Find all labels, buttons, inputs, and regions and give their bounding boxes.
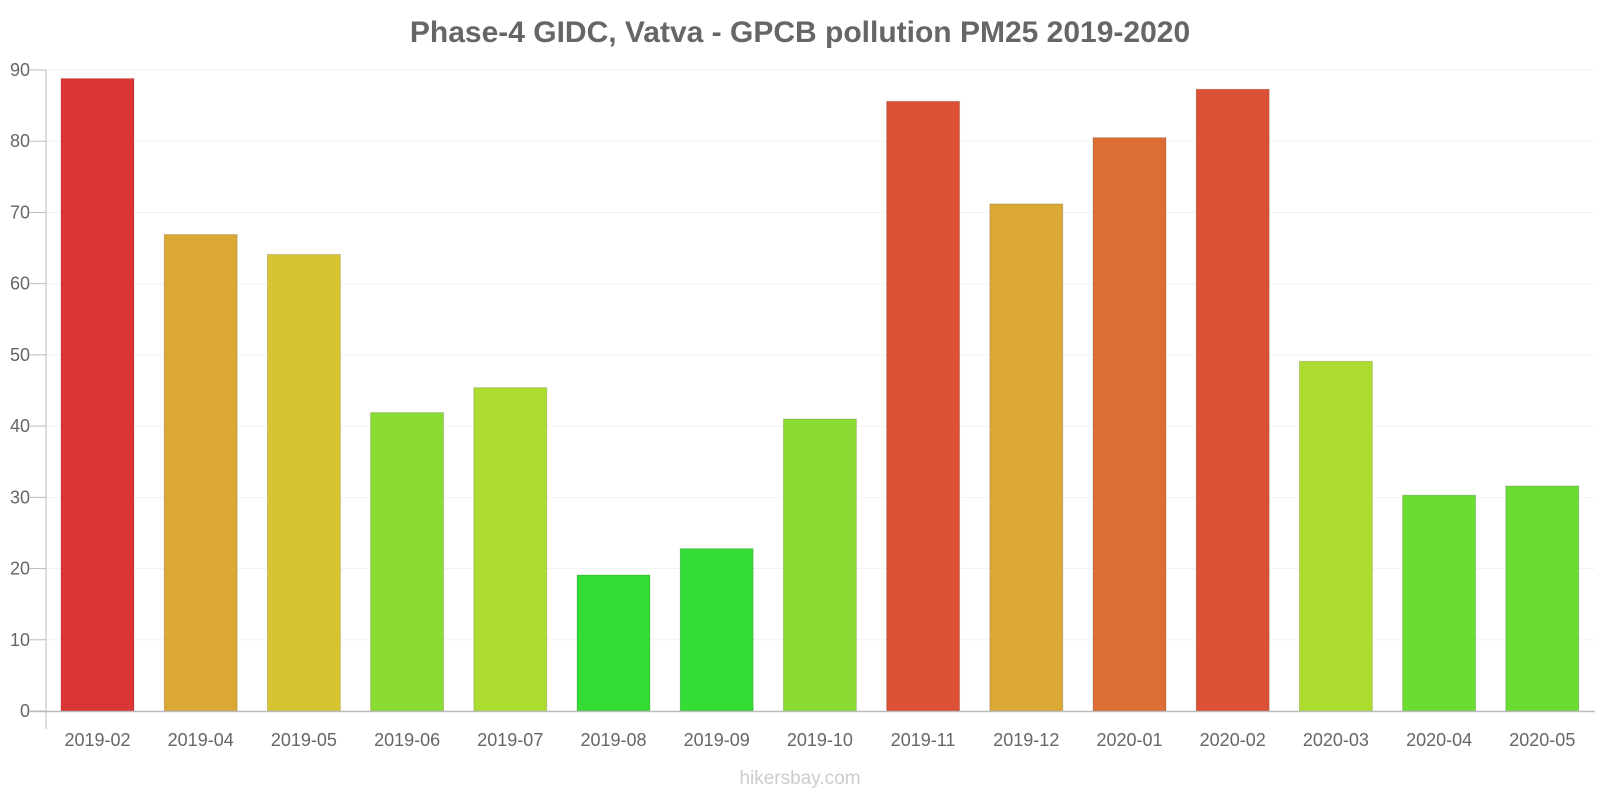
bar-2020-04 xyxy=(1402,494,1477,712)
bar-2019-05 xyxy=(266,253,341,712)
x-tick-label: 2019-02 xyxy=(64,730,130,750)
bar-2019-04 xyxy=(163,234,238,712)
y-tick-label: 10 xyxy=(10,630,30,650)
y-tick-label: 20 xyxy=(10,559,30,579)
y-tick-label: 90 xyxy=(10,60,30,80)
y-tick-label: 40 xyxy=(10,416,30,436)
bar-2019-07 xyxy=(473,387,548,712)
y-tick-label: 50 xyxy=(10,345,30,365)
y-tick-label: 80 xyxy=(10,131,30,151)
watermark: hikersbay.com xyxy=(739,768,861,789)
y-tick-label: 0 xyxy=(20,701,30,721)
x-tick-label: 2020-05 xyxy=(1509,730,1575,750)
y-tick-label: 30 xyxy=(10,487,30,507)
bar-2019-10 xyxy=(782,418,857,712)
bar-2019-09 xyxy=(679,548,754,712)
chart-title: Phase-4 GIDC, Vatva - GPCB pollution PM2… xyxy=(409,16,1191,49)
x-tick-label: 2020-01 xyxy=(1096,730,1162,750)
y-tick-label: 60 xyxy=(10,274,30,294)
bar-2019-06 xyxy=(370,412,445,712)
y-tick-label: 70 xyxy=(10,202,30,222)
bar-2019-02 xyxy=(60,78,135,712)
bar-2020-05 xyxy=(1505,485,1580,712)
x-axis-ticks: 2019-02 2019-04 2019-05 2019-06 2019-07 2019-… xyxy=(64,730,1575,750)
x-tick-label: 2019-12 xyxy=(993,730,1059,750)
bar-2020-02 xyxy=(1195,88,1270,712)
bar-2020-01 xyxy=(1092,137,1167,712)
x-tick-label: 2019-05 xyxy=(271,730,337,750)
x-tick-label: 2019-10 xyxy=(787,730,853,750)
bar-2019-11 xyxy=(886,100,961,712)
y-axis-ticks: 0 10 20 30 40 50 60 70 80 90 xyxy=(10,60,46,721)
x-tick-label: 2020-02 xyxy=(1200,730,1266,750)
x-tick-label: 2019-09 xyxy=(684,730,750,750)
x-tick-label: 2019-07 xyxy=(477,730,543,750)
bars xyxy=(60,78,1580,712)
bar-2019-08 xyxy=(576,574,651,712)
bar-2019-12 xyxy=(989,203,1064,712)
x-tick-label: 2019-11 xyxy=(891,730,956,750)
x-tick-label: 2019-06 xyxy=(374,730,440,750)
bar-2020-03 xyxy=(1298,360,1373,712)
x-tick-label: 2020-04 xyxy=(1406,730,1472,750)
x-tick-label: 2019-08 xyxy=(580,730,646,750)
x-tick-label: 2020-03 xyxy=(1303,730,1369,750)
x-tick-label: 2019-04 xyxy=(168,730,234,750)
